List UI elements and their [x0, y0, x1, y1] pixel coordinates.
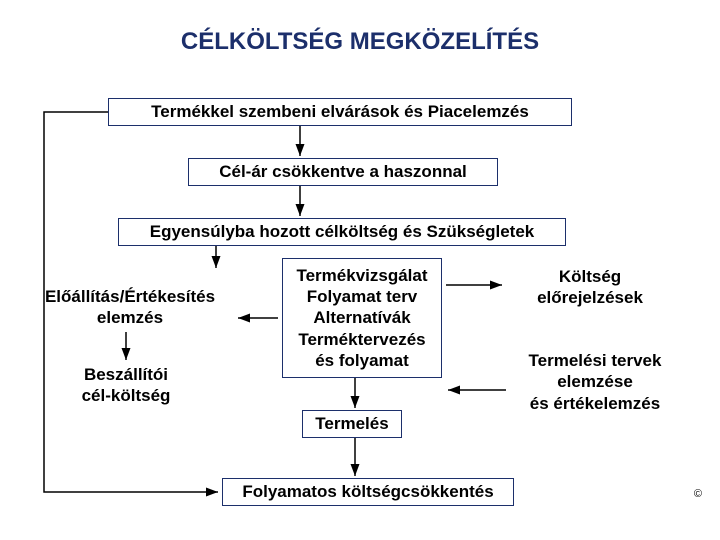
node-target-price: Cél-ár csökkentve a haszonnal [188, 158, 498, 186]
node-product-process: Termékvizsgálat Folyamat terv Alternatív… [282, 258, 442, 378]
copyright-mark: © [694, 488, 702, 500]
node-continuous-reduction: Folyamatos költségcsökkentés [222, 478, 514, 506]
node-production-sales-analysis: Előállítás/Értékesítés elemzés [30, 286, 230, 329]
node-supplier-target-cost: Beszállítói cél-költség [66, 364, 186, 407]
node-market-analysis: Termékkel szembeni elvárások és Piacelem… [108, 98, 572, 126]
node-production: Termelés [302, 410, 402, 438]
node-cost-forecasts: Költség előrejelzések [510, 266, 670, 309]
page-title: CÉLKÖLTSÉG MEGKÖZELÍTÉS [0, 28, 720, 56]
node-production-plan-analysis: Termelési tervek elemzése és értékelemzé… [510, 350, 680, 414]
node-balanced-target-cost: Egyensúlyba hozott célköltség és Szükség… [118, 218, 566, 246]
